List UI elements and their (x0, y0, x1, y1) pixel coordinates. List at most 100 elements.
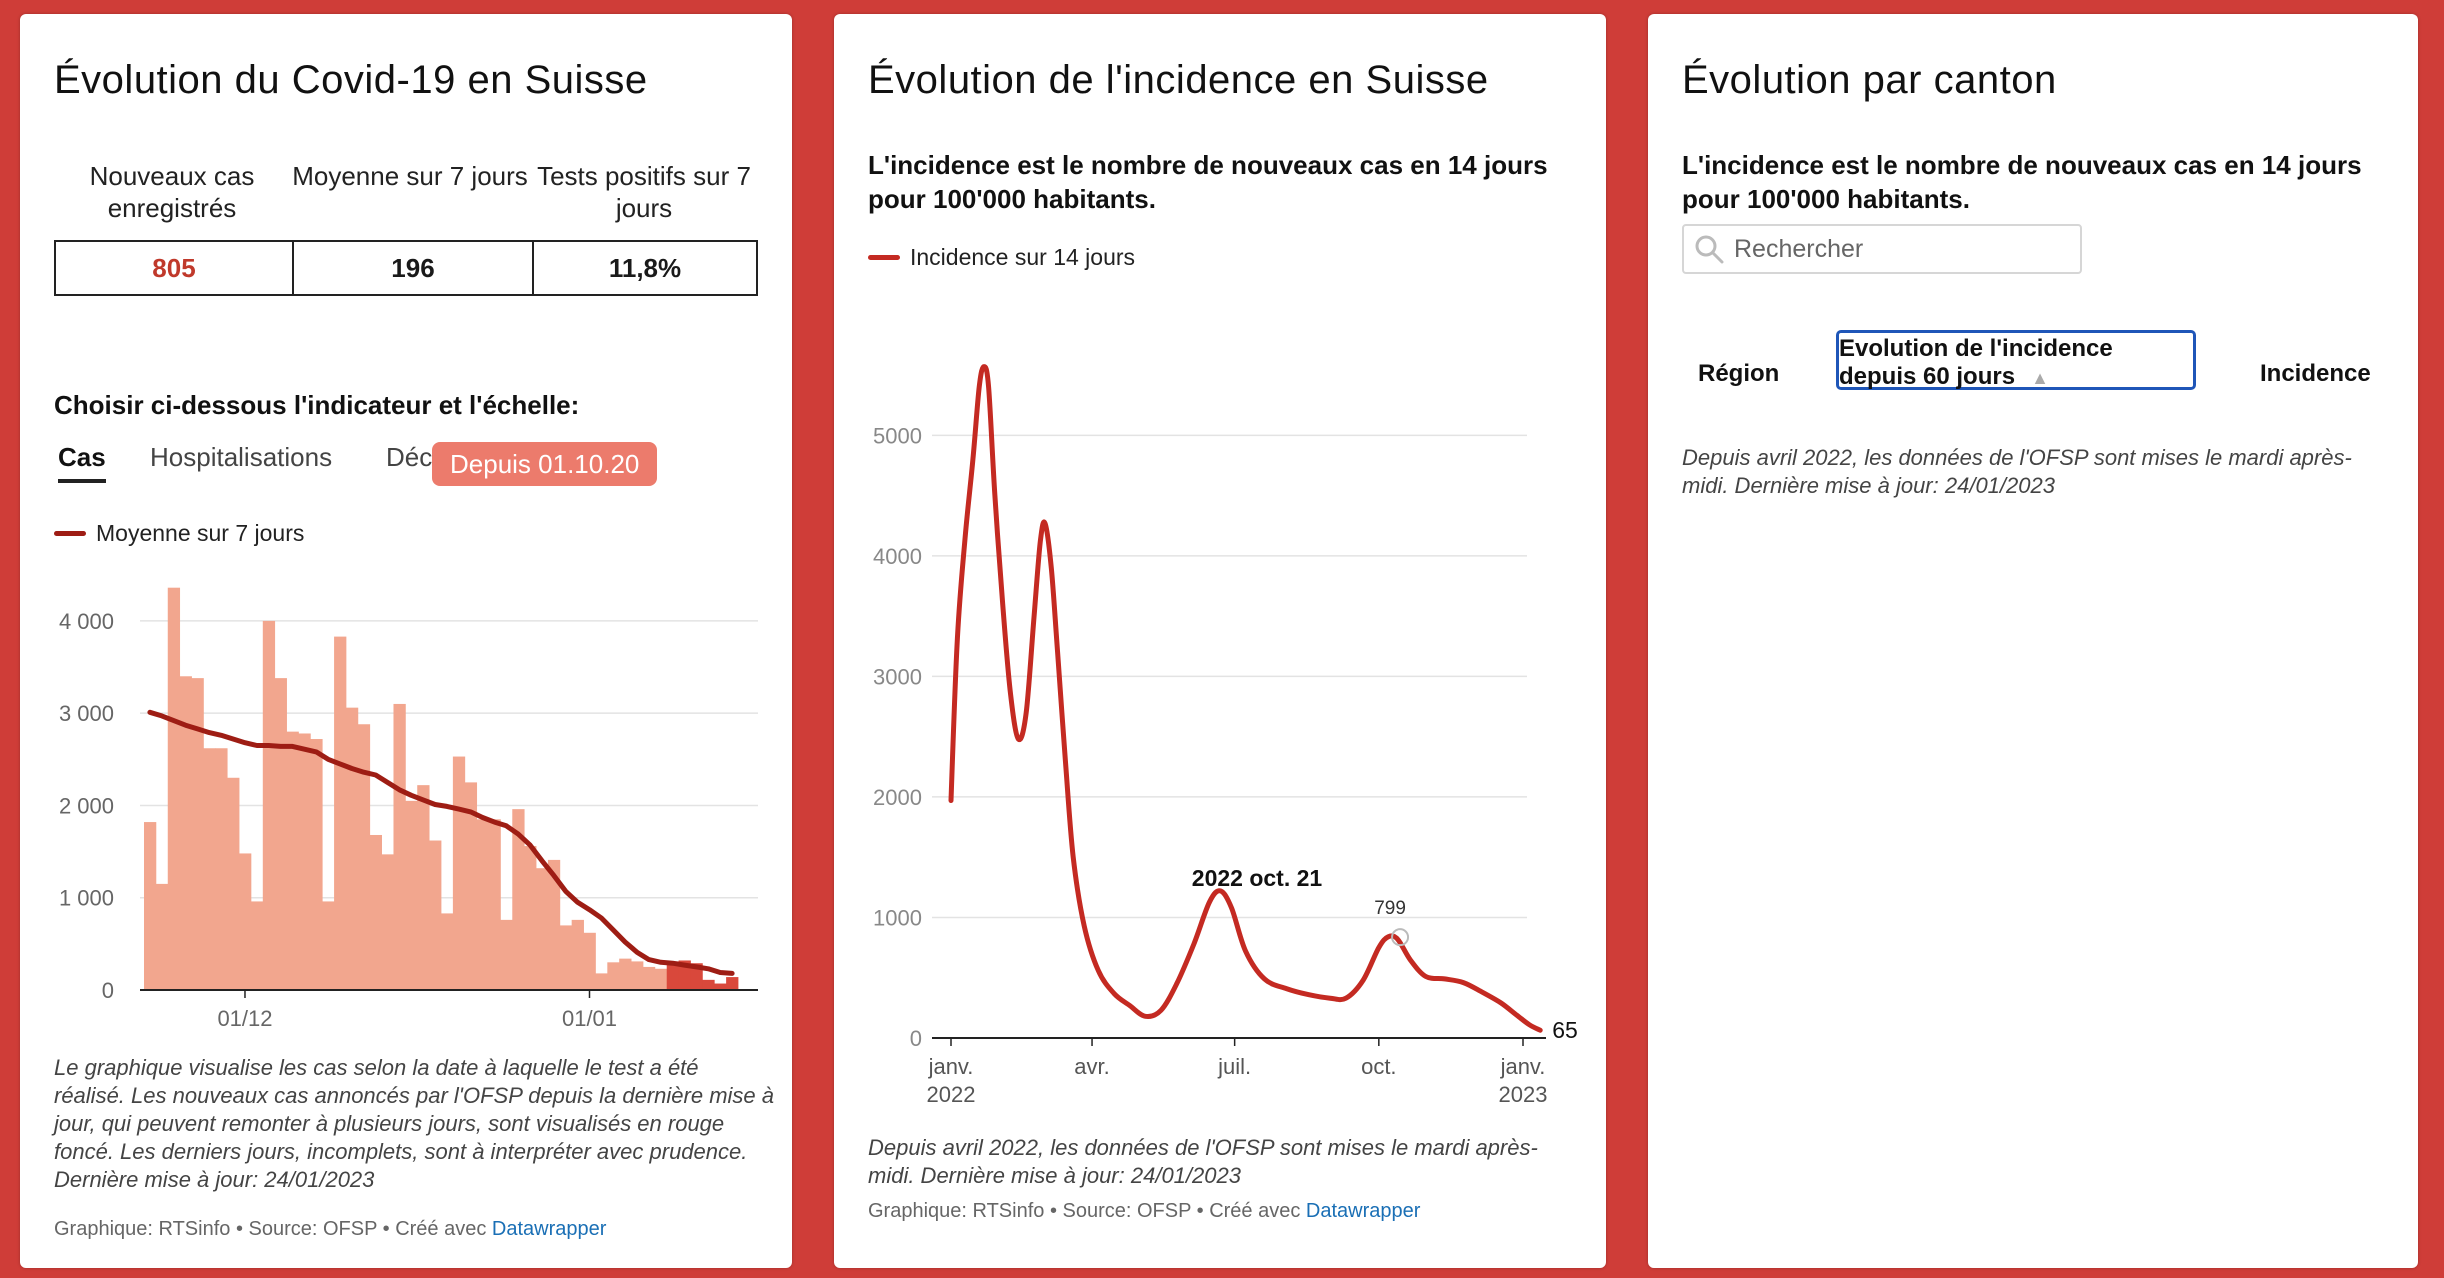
sort-ascending-icon: ▲ (2031, 368, 2049, 388)
avg-line (147, 709, 735, 976)
panel-title: Évolution de l'incidence en Suisse (868, 58, 1489, 102)
column-header-evolution-label: Evolution de l'incidence depuis 60 jours (1839, 335, 2113, 390)
stats-row: 805 196 11,8% (54, 240, 758, 296)
case-bar (274, 678, 287, 990)
x-tick-label: avr. (1074, 1054, 1109, 1079)
x-tick-label: juil. (1217, 1054, 1251, 1079)
y-tick-label: 0 (102, 978, 114, 1003)
column-header-incidence[interactable]: Incidence (2260, 360, 2371, 387)
y-tick-label: 4 000 (59, 609, 114, 634)
incidence-chart: 0 1000 2000 3000 4000 5000 janv. 2022 avr. juil. o… (873, 364, 1578, 1107)
y-tick-label: 3000 (873, 664, 922, 689)
case-bar (405, 800, 418, 990)
case-bar (702, 979, 715, 990)
credit-line: Graphique: RTSinfo • Source: OFSP • Créé… (868, 1200, 1420, 1223)
case-bar (666, 961, 679, 990)
case-bar (369, 834, 382, 990)
case-bar (547, 859, 561, 990)
annotation-date: 2022 oct. 21 (1192, 865, 1323, 891)
incidence-panel: Évolution de l'incidence en Suisse L'inc… (834, 14, 1606, 1268)
datawrapper-link[interactable]: Datawrapper (1305, 1200, 1421, 1222)
tab-hospitalisations[interactable]: Hospitalisations (150, 442, 333, 472)
canton-panel: Évolution par canton L'incidence est le … (1648, 14, 2418, 1268)
y-tick-label: 4000 (873, 544, 922, 569)
indicator-label: Choisir ci-dessous l'indicateur et l'éch… (54, 390, 580, 420)
x-tick-label: 2022 (927, 1082, 976, 1107)
search-icon (1684, 226, 1734, 272)
case-bar (464, 782, 478, 990)
case-bar (155, 883, 169, 990)
case-bar (262, 620, 276, 990)
case-bar (607, 962, 620, 990)
case-bar (595, 973, 608, 990)
case-bar (345, 707, 359, 990)
case-bar (571, 919, 584, 990)
x-tick-label: oct. (1361, 1054, 1396, 1079)
x-tick-label: janv. (928, 1054, 974, 1079)
y-tick-label: 2 000 (59, 793, 114, 818)
case-bar (310, 739, 323, 990)
search-input[interactable] (1734, 234, 2064, 264)
case-bar (203, 748, 216, 990)
cases-chart: 0 1 000 2 000 3 000 4 000 01/12 01/01 (59, 587, 758, 1031)
case-bar (417, 785, 430, 990)
panel-subtitle: L'incidence est le nombre de nouveaux ca… (1682, 150, 2362, 214)
range-button[interactable]: Depuis 01.10.20 (432, 442, 658, 486)
case-bar (726, 977, 739, 990)
case-bar (619, 958, 632, 990)
tab-cas[interactable]: Cas (58, 442, 106, 483)
credit-line: Graphique: RTSinfo • Source: OFSP • Créé… (54, 1218, 606, 1241)
column-header-evolution[interactable]: Evolution de l'incidence depuis 60 jours… (1836, 330, 2196, 390)
case-bar (167, 587, 181, 990)
incidence-line (948, 364, 1543, 1033)
column-header-region[interactable]: Région (1698, 360, 1780, 387)
stat-avg: 196 (292, 242, 532, 294)
stat-header-new-cases: Nouveaux cas enregistrés (89, 161, 255, 223)
case-bar (250, 901, 264, 990)
case-bar (429, 840, 442, 990)
stat-header-avg: Moyenne sur 7 jours (292, 161, 528, 191)
case-bar (286, 731, 299, 990)
annotation-marker (1391, 928, 1410, 947)
case-bar (334, 636, 347, 990)
chart-legend: Moyenne sur 7 jours (54, 520, 304, 547)
y-tick-label: 2000 (873, 785, 922, 810)
datawrapper-link[interactable]: Datawrapper (491, 1218, 607, 1240)
case-bar (357, 724, 371, 990)
case-bar (654, 968, 668, 990)
y-tick-label: 1 000 (59, 886, 114, 911)
case-bar (488, 819, 501, 990)
case-bar (227, 777, 240, 990)
chart-note: Depuis avril 2022, les données de l'OFSP… (868, 1135, 1538, 1188)
case-bar (524, 846, 537, 990)
covid-overview-panel: Évolution du Covid-19 en Suisse Nouveaux… (20, 14, 792, 1268)
case-bar (191, 678, 204, 990)
y-tick-label: 5000 (873, 423, 922, 448)
y-tick-label: 0 (910, 1026, 922, 1051)
case-bar (642, 966, 656, 990)
panel-title: Évolution par canton (1682, 58, 2057, 102)
stat-header-positivity: Tests positifs sur 7 jours (537, 161, 751, 223)
case-bar (512, 809, 525, 990)
case-bar (631, 961, 644, 990)
case-bar (714, 983, 727, 990)
chart-note: Le graphique visualise les cas selon la … (54, 1055, 775, 1192)
case-bar (500, 919, 513, 990)
case-bar (381, 854, 394, 990)
case-bar (298, 733, 311, 990)
legend-label: Incidence sur 14 jours (910, 244, 1136, 270)
y-tick-label: 1000 (873, 905, 922, 930)
stat-positivity: 11,8% (532, 242, 756, 294)
search-box[interactable] (1682, 224, 2082, 274)
x-tick-label: 01/12 (217, 1006, 272, 1031)
credit-text: Graphique: RTSinfo • Source: OFSP • Créé… (868, 1200, 1306, 1222)
case-bar (144, 822, 157, 990)
legend-swatch (868, 255, 900, 260)
x-tick-label: 01/01 (562, 1006, 617, 1031)
case-bar (322, 901, 335, 990)
y-tick-label: 3 000 (59, 701, 114, 726)
x-tick-label: janv. (1500, 1054, 1546, 1079)
x-tick-label: 2023 (1499, 1082, 1548, 1107)
case-bar (452, 756, 466, 990)
stat-new-cases: 805 (152, 252, 196, 283)
